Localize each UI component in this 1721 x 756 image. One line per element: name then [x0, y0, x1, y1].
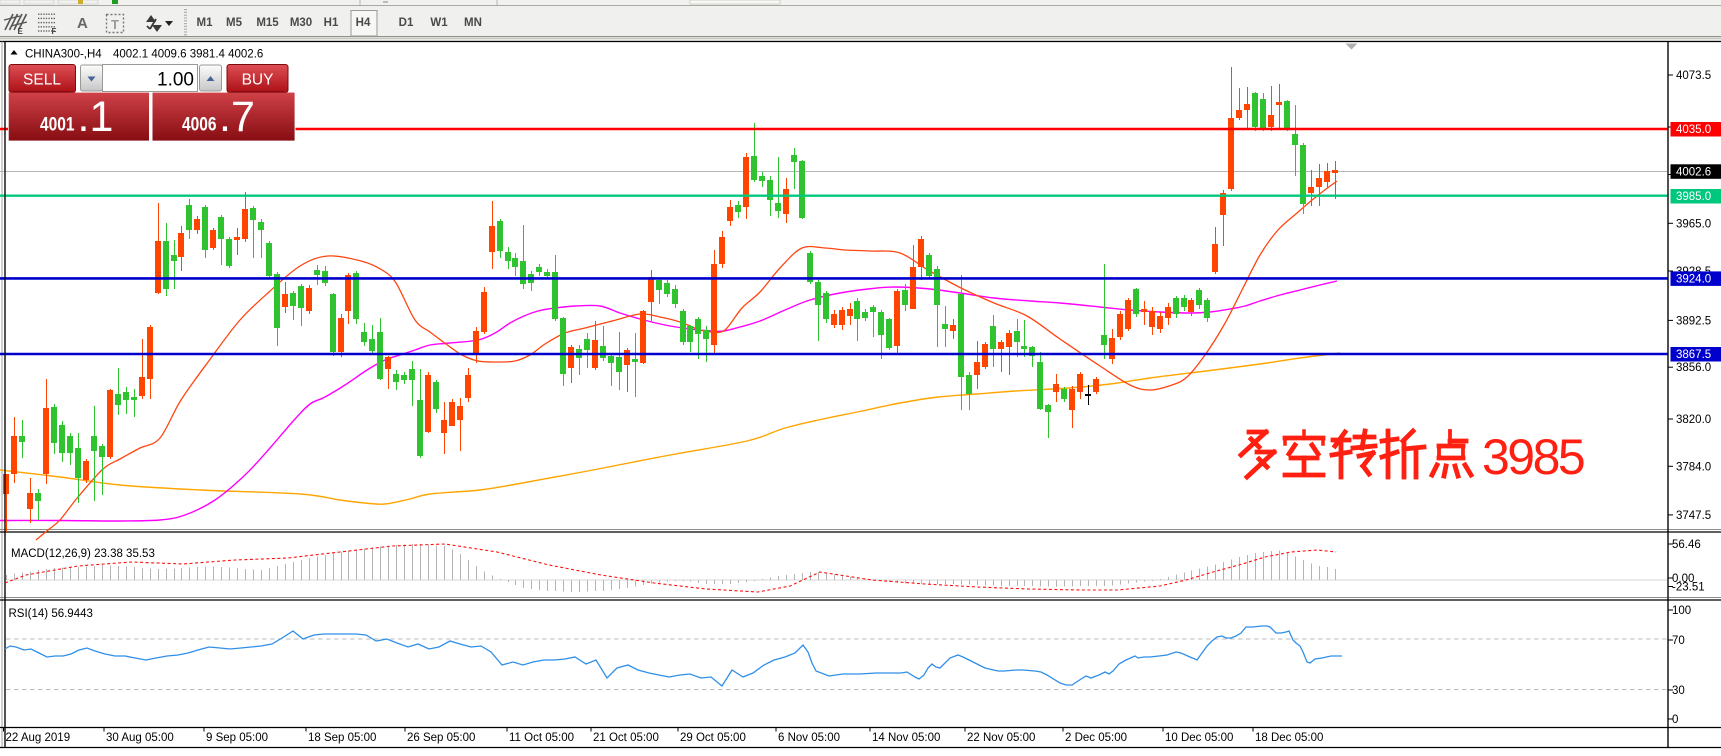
svg-text:-23.51: -23.51 — [1672, 582, 1705, 594]
svg-text:1.00: 1.00 — [157, 70, 194, 91]
svg-text:4073.5: 4073.5 — [1676, 70, 1711, 82]
svg-text:100: 100 — [1672, 605, 1691, 617]
svg-text:W1: W1 — [430, 17, 448, 29]
svg-text:D1: D1 — [399, 17, 414, 29]
svg-text:M30: M30 — [290, 17, 312, 29]
svg-text:22 Aug 2019: 22 Aug 2019 — [6, 732, 71, 744]
svg-text:M1: M1 — [197, 17, 214, 29]
svg-text:4002.1 4009.6 3981.4 4002.6: 4002.1 4009.6 3981.4 4002.6 — [113, 49, 263, 61]
svg-text:T: T — [111, 17, 119, 32]
svg-text:3867.5: 3867.5 — [1676, 349, 1711, 361]
svg-text:70: 70 — [1672, 635, 1685, 647]
svg-text:11 Oct 05:00: 11 Oct 05:00 — [509, 732, 574, 744]
svg-text:30: 30 — [1672, 685, 1685, 697]
svg-text:3924.0: 3924.0 — [1676, 274, 1711, 286]
svg-text:22 Nov 05:00: 22 Nov 05:00 — [967, 732, 1035, 744]
svg-text:CHINA300-,H4: CHINA300-,H4 — [25, 49, 102, 61]
svg-text:F: F — [52, 27, 57, 36]
svg-text:MACD(12,26,9) 23.38 35.53: MACD(12,26,9) 23.38 35.53 — [11, 548, 155, 560]
svg-text:4002.6: 4002.6 — [1676, 167, 1711, 179]
svg-text:14 Nov 05:00: 14 Nov 05:00 — [872, 732, 940, 744]
svg-text:H4: H4 — [356, 17, 371, 29]
svg-text:4035.0: 4035.0 — [1676, 124, 1711, 136]
svg-text:E: E — [18, 27, 24, 36]
svg-text:BUY: BUY — [242, 72, 274, 89]
svg-text:3784.0: 3784.0 — [1676, 461, 1711, 473]
svg-text:M15: M15 — [256, 17, 279, 29]
svg-text:26 Sep 05:00: 26 Sep 05:00 — [407, 732, 475, 744]
svg-text:0: 0 — [1672, 714, 1678, 726]
svg-text:29 Oct 05:00: 29 Oct 05:00 — [680, 732, 746, 744]
svg-text:3820.0: 3820.0 — [1676, 414, 1711, 426]
svg-text:3965.0: 3965.0 — [1676, 218, 1711, 230]
svg-text:6 Nov 05:00: 6 Nov 05:00 — [778, 732, 840, 744]
svg-text:3856.0: 3856.0 — [1676, 362, 1711, 374]
svg-text:MN: MN — [464, 17, 482, 29]
svg-text:18 Dec 05:00: 18 Dec 05:00 — [1255, 732, 1323, 744]
svg-text:18 Sep 05:00: 18 Sep 05:00 — [308, 732, 376, 744]
svg-text:H1: H1 — [324, 17, 339, 29]
svg-text:3985: 3985 — [1482, 429, 1584, 485]
svg-text:.1: .1 — [78, 93, 114, 141]
svg-text:SELL: SELL — [23, 72, 61, 89]
svg-text:9 Sep 05:00: 9 Sep 05:00 — [206, 732, 268, 744]
svg-text:30 Aug 05:00: 30 Aug 05:00 — [106, 732, 174, 744]
svg-text:10 Dec 05:00: 10 Dec 05:00 — [1165, 732, 1233, 744]
svg-text:21 Oct 05:00: 21 Oct 05:00 — [593, 732, 659, 744]
svg-text:A: A — [77, 15, 88, 32]
svg-text:4006: 4006 — [182, 115, 217, 136]
svg-text:RSI(14) 56.9443: RSI(14) 56.9443 — [9, 608, 93, 620]
svg-text:56.46: 56.46 — [1672, 539, 1701, 551]
svg-text:0.00: 0.00 — [1672, 573, 1694, 585]
svg-text:3985.0: 3985.0 — [1676, 191, 1711, 203]
svg-text:3892.5: 3892.5 — [1676, 315, 1711, 327]
svg-text:.7: .7 — [219, 93, 255, 141]
svg-text:M5: M5 — [226, 17, 243, 29]
svg-text:4001: 4001 — [40, 115, 75, 136]
svg-text:2 Dec 05:00: 2 Dec 05:00 — [1065, 732, 1127, 744]
svg-text:3747.5: 3747.5 — [1676, 510, 1711, 522]
